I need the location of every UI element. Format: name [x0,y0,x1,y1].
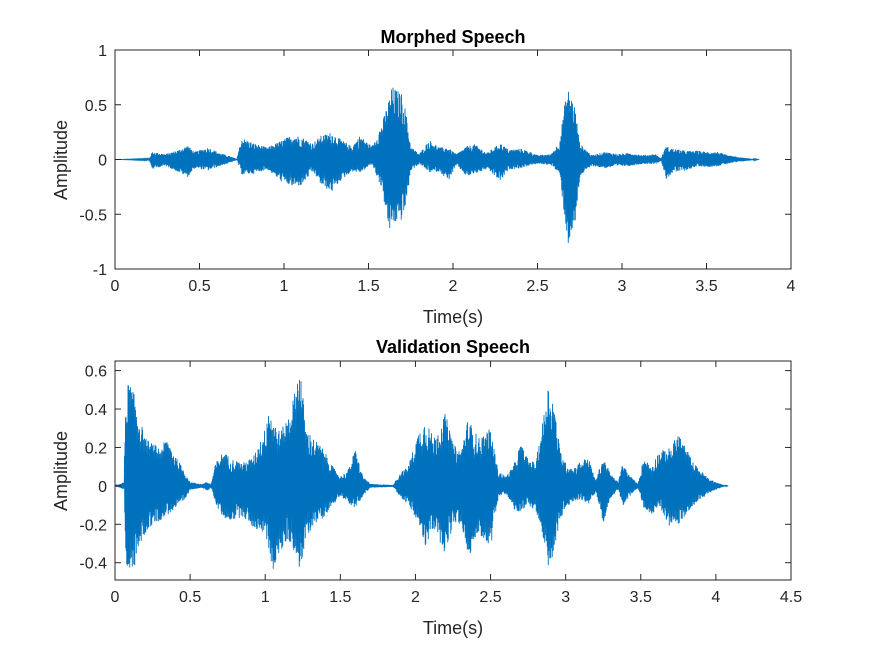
y-tick-label: -1 [93,262,107,279]
plot-validation-speech: Validation Speech Amplitude Time(s) 0 0.5… [51,337,802,638]
y-tick-label: 0.5 [85,98,107,115]
y-axis-label: Amplitude [51,431,71,511]
x-tick-label: 2 [449,278,458,295]
x-tick-label: 3.5 [695,278,717,295]
x-tick-label: 3.5 [630,589,652,606]
x-tick-label: 4 [787,278,796,295]
y-tick-label: 0 [98,479,107,496]
x-tick-label: 1.5 [357,278,379,295]
x-tick-label: 1 [261,589,270,606]
chart-title: Morphed Speech [380,27,525,47]
axes-box [114,360,792,581]
y-tick-label: 0.2 [85,440,107,457]
x-tick-label: 0.5 [179,589,201,606]
x-tick-label: 3 [561,589,570,606]
x-tick-label: 3 [618,278,627,295]
x-tick-label: 1.5 [329,589,351,606]
y-tick-label: 1 [98,43,107,60]
chart-title: Validation Speech [376,337,530,357]
y-axis-label: Amplitude [51,120,71,200]
y-tick-label: 0.4 [85,402,107,419]
x-tick-label: 2 [411,589,420,606]
waveform-line [115,87,760,243]
x-tick-label: 0 [111,278,120,295]
y-tick-label: -0.5 [79,207,107,224]
y-tick-label: -0.2 [79,517,107,534]
y-tick-label: -0.4 [79,556,107,573]
x-axis-label: Time(s) [423,307,483,327]
plot-area: 0 0.5 1 1.5 2 2.5 3 3.5 4 -1 -0.5 0 0.5 1 [79,43,795,295]
plot-morphed-speech: Morphed Speech Amplitude Time(s) 0 0.5 1 1.… [51,27,796,327]
plot-area: 0 0.5 1 1.5 2 2.5 3 3.5 4 4.5 -0.4 -0.2 0 0.2 0.4 0.6 [79,360,802,606]
x-axis-label: Time(s) [423,618,483,638]
x-tick-label: 4.5 [780,589,802,606]
y-tick-label: 0.6 [85,364,107,381]
x-tick-label: 1 [280,278,289,295]
x-tick-label: 0 [111,589,120,606]
x-tick-label: 2.5 [526,278,548,295]
x-tick-label: 0.5 [188,278,210,295]
x-tick-label: 4 [711,589,720,606]
y-tick-label: 0 [98,153,107,170]
waveform-line [115,379,729,569]
x-tick-label: 2.5 [479,589,501,606]
